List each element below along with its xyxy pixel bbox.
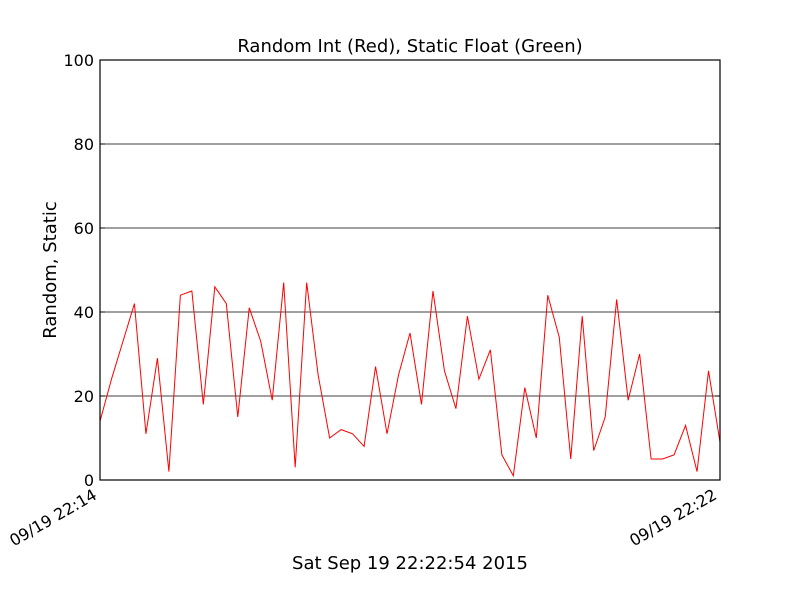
chart-title: Random Int (Red), Static Float (Green) <box>237 36 582 57</box>
y-tick-label: 80 <box>74 135 94 154</box>
y-tick-label: 100 <box>63 51 94 70</box>
plot-area-frame <box>99 59 721 481</box>
y-tick-label: 0 <box>84 471 94 490</box>
plot-area-background <box>100 60 720 480</box>
series-line-0 <box>99 282 721 478</box>
y-axis-label: Random, Static <box>40 201 61 338</box>
grid-lines <box>100 143 720 397</box>
series-layer <box>99 282 721 478</box>
axis-ticks: 0 20 40 60 80 100 <box>63 51 720 490</box>
x-axis-label: Sat Sep 19 22:22:54 2015 <box>292 553 528 574</box>
y-tick-label: 40 <box>74 303 94 322</box>
y-tick-label: 20 <box>74 387 94 406</box>
y-tick-label: 60 <box>74 219 94 238</box>
